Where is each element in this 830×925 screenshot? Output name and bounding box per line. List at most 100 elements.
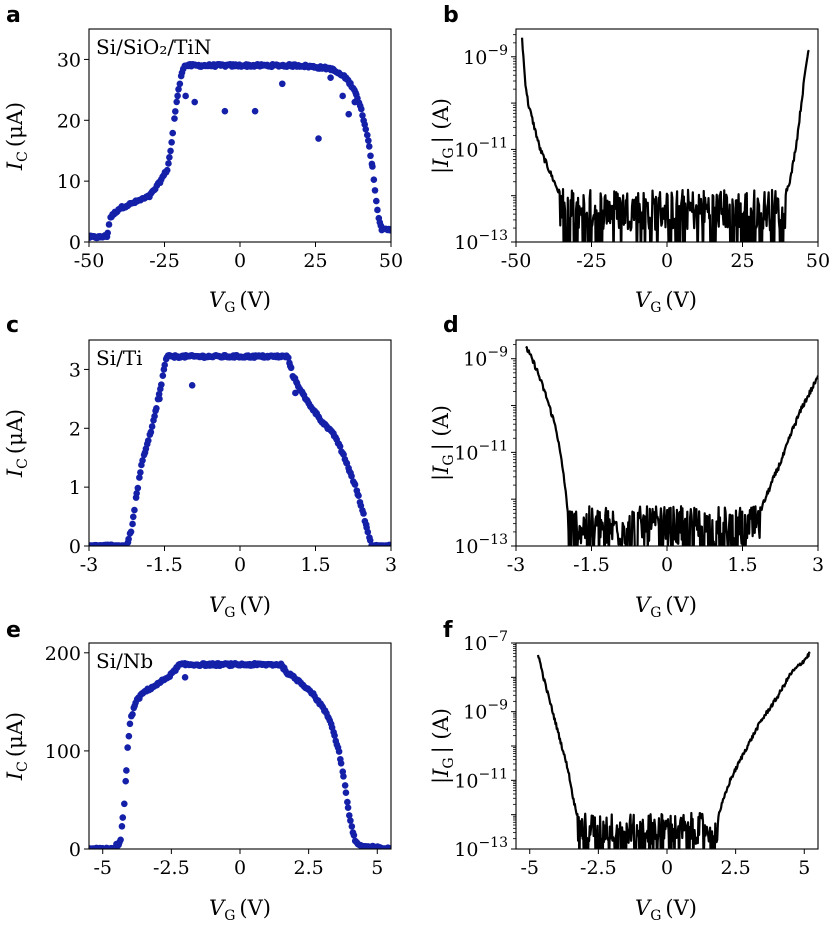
y-tick-label: 10−9 <box>463 345 508 371</box>
data-point <box>158 381 165 388</box>
data-point <box>136 474 143 481</box>
data-point <box>351 481 359 488</box>
axes-frame-a <box>88 28 392 243</box>
data-point <box>174 92 181 100</box>
panel-a: a -50 -25 0 25 50 0 10 20 30 Si/SiO₂/TiN IC(μA) VG (V… <box>3 3 403 316</box>
data-point <box>350 831 358 839</box>
x-tick-label: -3 <box>80 554 99 576</box>
x-tick-label: -2.5 <box>580 857 617 879</box>
data-point <box>121 800 128 808</box>
data-point <box>340 773 347 780</box>
data-point <box>287 364 295 372</box>
data-point <box>188 382 196 389</box>
data-point <box>118 823 126 830</box>
data-point <box>176 80 184 88</box>
panel-letter-e: e <box>6 618 21 643</box>
data-point <box>125 535 132 543</box>
data-point <box>341 782 349 789</box>
x-tick-label: 1.5 <box>727 554 757 576</box>
panel-c: c -3 -1.5 0 1.5 3 0 1 2 3 Si/Ti IC(μA) VG (V) <box>3 313 397 621</box>
y-tick-label: 10−11 <box>454 135 508 161</box>
x-tick-label: 25 <box>730 250 754 272</box>
y-tick-label: 10 <box>57 171 81 193</box>
inset-label-a: Si/SiO₂/TiN <box>96 35 211 59</box>
plot-area-d <box>525 346 818 546</box>
x-tick-label: 2.5 <box>721 857 751 879</box>
y-tick-label: 30 <box>57 49 81 71</box>
data-point <box>155 390 163 398</box>
data-point <box>172 108 179 115</box>
y-tick-label: 10−9 <box>463 698 508 724</box>
data-point <box>364 528 372 536</box>
data-point <box>129 520 136 528</box>
y-axis-label-a: IC(μA) <box>3 102 31 171</box>
data-point <box>370 176 378 183</box>
x-tick-label: 0 <box>661 857 673 879</box>
data-point <box>166 154 173 161</box>
data-point <box>357 105 365 113</box>
x-tick-label: 0 <box>661 250 673 272</box>
panel-letter-b: b <box>443 3 459 28</box>
data-point <box>169 129 177 137</box>
y-tick-label: 10−11 <box>454 438 508 464</box>
data-point <box>133 489 140 497</box>
x-tick-label: -50 <box>74 250 105 272</box>
panel-letter-d: d <box>443 313 459 338</box>
data-point <box>129 513 137 521</box>
data-point <box>123 767 130 774</box>
x-axis-label-a: VG (V) <box>209 288 271 316</box>
data-point <box>153 405 160 412</box>
data-point <box>167 147 174 155</box>
data-point <box>348 472 355 480</box>
x-tick-label: 5 <box>371 857 383 879</box>
panel-f: f -5 -2.5 0 2.5 5 10−13 10−11 10−9 10−7 |IG| (A) VG… <box>429 618 819 924</box>
data-point <box>125 732 133 740</box>
data-point <box>292 389 299 397</box>
x-tick-label: -50 <box>501 250 532 272</box>
data-point <box>148 423 156 430</box>
x-tick-label: 0 <box>234 554 246 576</box>
y-axis-label-f: |IG| (A) <box>429 708 457 784</box>
y-axis-label-d: |IG| (A) <box>429 405 457 481</box>
x-tick-label: -25 <box>576 250 607 272</box>
plot-area-f <box>536 651 811 849</box>
current-trace <box>525 346 818 546</box>
data-point <box>126 720 134 728</box>
y-tick-label: 100 <box>45 741 81 763</box>
data-point <box>351 98 359 106</box>
y-tick-label: 10−13 <box>454 228 508 254</box>
x-tick-label: -5 <box>520 857 539 879</box>
x-axis-label-f: VG (V) <box>635 896 697 924</box>
x-axis-label-c: VG (V) <box>209 593 271 621</box>
y-tick-label: 2 <box>69 418 81 440</box>
data-point <box>345 110 353 118</box>
data-point <box>337 760 345 767</box>
plot-area-c <box>89 351 391 546</box>
y-tick-label: 10−9 <box>463 43 508 69</box>
plot-area-a <box>89 60 391 242</box>
plot-area-b <box>520 37 810 242</box>
data-point <box>151 412 158 420</box>
data-point <box>363 131 371 139</box>
inset-label-e: Si/Nb <box>96 649 153 673</box>
y-axis-label-e: IC(μA) <box>3 712 31 781</box>
data-point <box>134 484 142 492</box>
data-point <box>163 166 171 174</box>
y-tick-label: 0 <box>69 839 81 861</box>
inset-label-c: Si/Ti <box>96 346 143 370</box>
data-point <box>127 528 135 536</box>
data-point <box>355 492 362 499</box>
data-point <box>191 98 198 106</box>
x-tick-label: 50 <box>806 250 830 272</box>
panel-b: b -50 -25 0 25 50 10−13 10−11 10−9 |IG| (A) VG (V) <box>429 3 830 316</box>
data-point <box>365 137 372 144</box>
data-point <box>369 163 376 170</box>
current-trace <box>520 37 810 242</box>
data-point <box>251 107 259 115</box>
y-tick-label: 20 <box>57 110 81 132</box>
data-point <box>359 112 366 119</box>
data-point <box>144 437 152 444</box>
data-point <box>171 115 178 122</box>
y-tick-label: 10−7 <box>463 629 508 655</box>
